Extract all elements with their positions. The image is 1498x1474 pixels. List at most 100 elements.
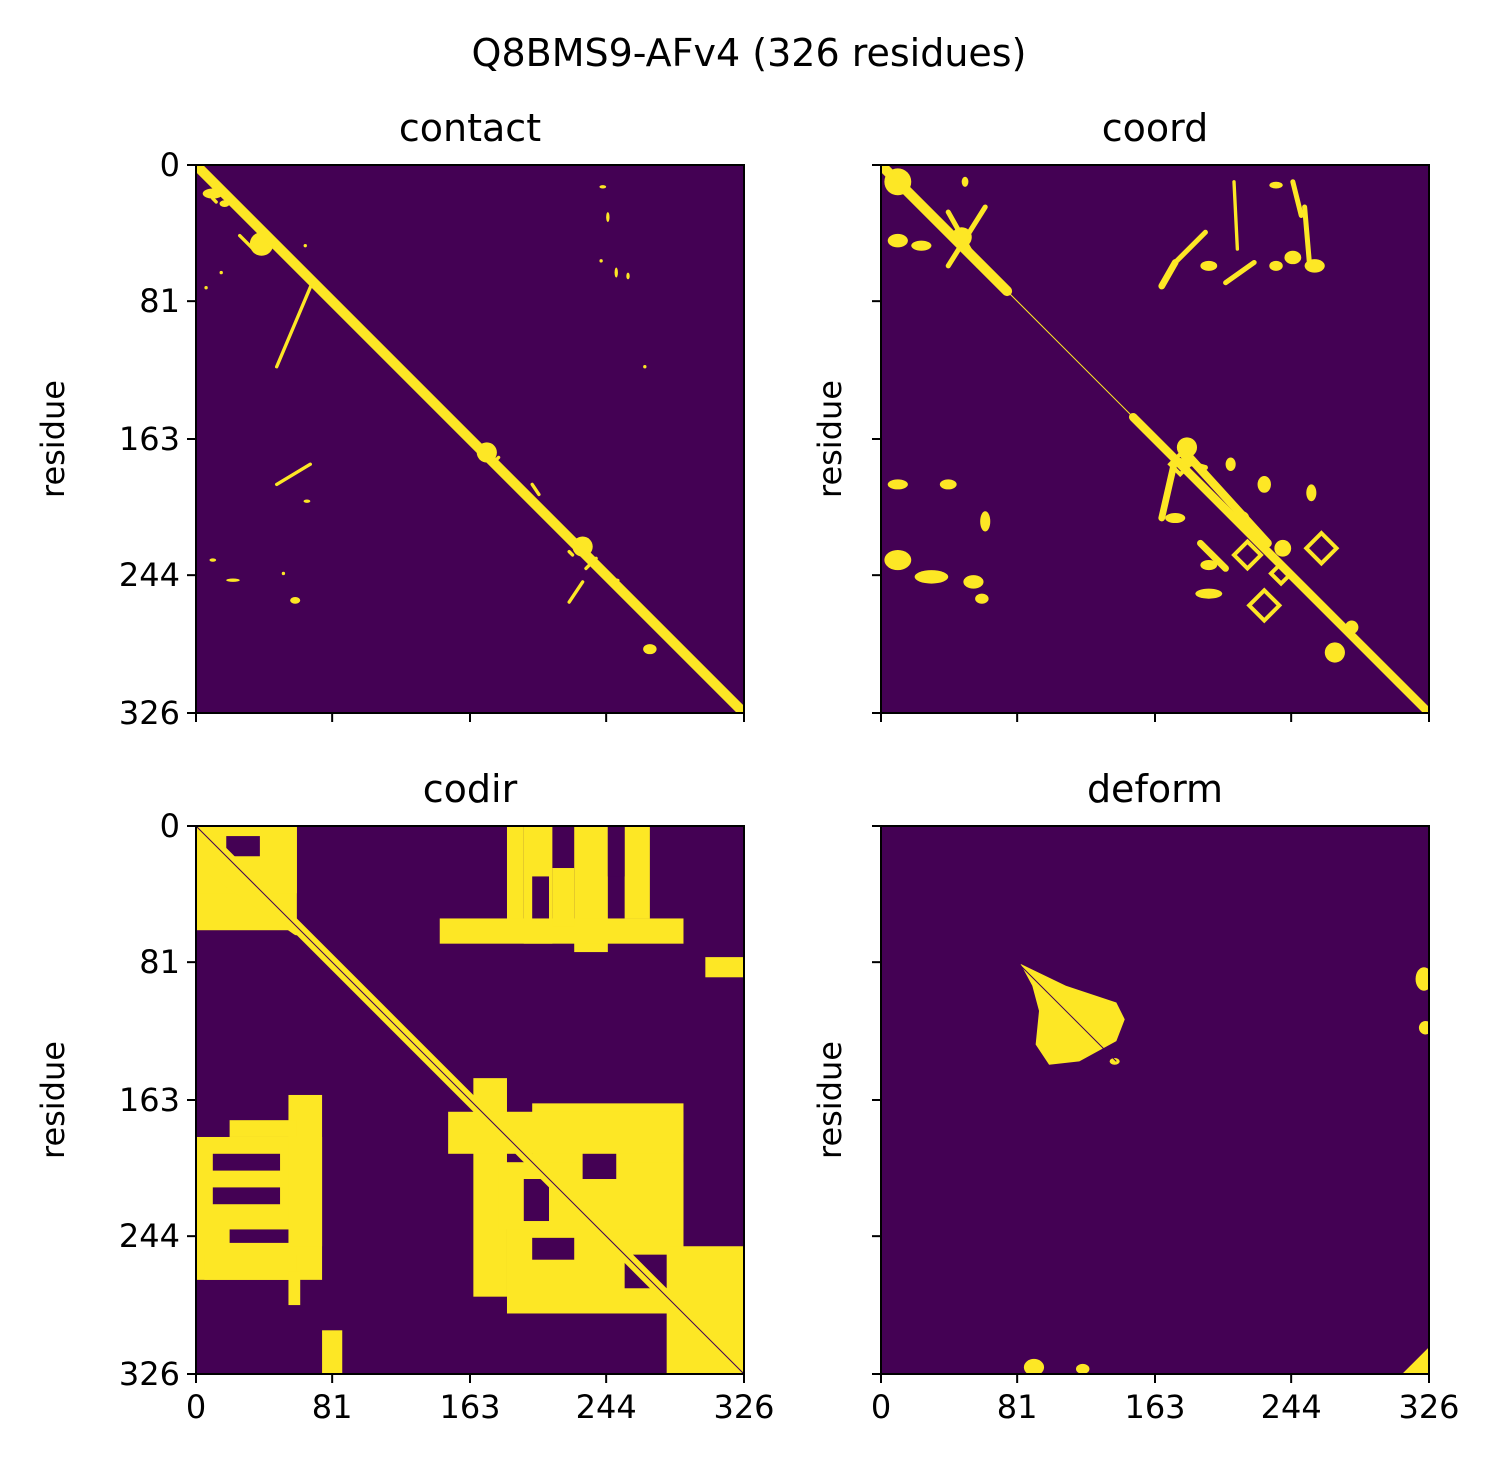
coord-cluster-17: [1176, 437, 1198, 458]
coord-cluster-21: [1165, 512, 1186, 524]
codir-ytick-label-0: 0: [160, 807, 180, 845]
coord-contact-band-12: [1179, 446, 1272, 548]
coord-cluster-27: [1344, 620, 1359, 634]
coord-cluster-1: [951, 227, 972, 248]
contact-ytick-label-2: 163: [119, 420, 180, 458]
codir-ytick-label-3: 244: [119, 1217, 180, 1255]
coord-cluster-23: [1200, 560, 1218, 571]
codir-gap-2: [212, 1187, 281, 1205]
codir-region-4: [624, 826, 650, 919]
contact-ytick-label-1: 81: [139, 282, 180, 320]
coord-cluster-5: [1200, 260, 1218, 271]
deform-cluster-1: [1415, 967, 1429, 991]
contact-cluster-5: [219, 270, 223, 275]
coord-cluster-9: [1269, 181, 1283, 189]
coord-contact-band-8: [1290, 179, 1304, 218]
deform-corner-patch: [1402, 1347, 1429, 1374]
coord-contact-band-4: [1158, 259, 1179, 290]
coord-cluster-18: [1225, 457, 1236, 471]
codir-ytick-label-2: 163: [119, 1081, 180, 1119]
codir-title: codir: [423, 767, 518, 811]
coord-contact-band-6: [1223, 259, 1257, 286]
contact-cluster-10: [614, 267, 618, 278]
coord-heatmap-cells: [881, 165, 1429, 713]
codir-region-12: [204, 1254, 297, 1280]
coord-ring-4: [1268, 560, 1294, 587]
codir-ytick-label-4: 326: [119, 1355, 180, 1393]
codir-region-20: [322, 1330, 343, 1374]
coord-cluster-7: [1304, 259, 1325, 273]
coord-contact-band-13: [1197, 539, 1229, 572]
coord-cluster-19: [1257, 475, 1271, 493]
codir-region-7: [552, 868, 575, 927]
panel-deform: deform 0 81 163 244 326 residue: [811, 767, 1460, 1426]
codir-ytick-label-1: 81: [139, 943, 180, 981]
contact-contact-band-7: [530, 482, 541, 497]
coord-ring-1: [1231, 538, 1264, 572]
contact-cluster-19: [281, 571, 286, 576]
contact-contact-band-0: [275, 277, 316, 369]
codir-xtick-label-3: 244: [576, 1388, 637, 1426]
contact-cluster-8: [599, 185, 607, 189]
coord-cluster-3: [911, 240, 932, 251]
contact-cluster-20: [643, 644, 657, 655]
codir-heatmap-cells: [196, 826, 744, 1374]
codir-gap-4: [523, 1179, 550, 1222]
codir-gap-6: [532, 1237, 575, 1260]
codir-gap-8: [607, 826, 625, 877]
codir-xtick-label-4: 326: [713, 1388, 774, 1426]
codir-xtick-label-1: 81: [312, 1388, 353, 1426]
coord-ring-0: [1167, 451, 1194, 478]
panel-codir: codir 0 0 81 81 163 163 244 244 326 326 residue: [34, 767, 775, 1426]
contact-cluster-12: [626, 272, 630, 280]
contact-cluster-18: [290, 597, 301, 604]
coord-cluster-25: [1274, 539, 1292, 557]
codir-gap-3: [229, 1229, 289, 1243]
coord-diagonal: [881, 165, 1429, 713]
codir-gap-5: [582, 1153, 617, 1180]
codir-gap-1: [212, 1153, 281, 1171]
coord-cluster-22: [1235, 511, 1250, 525]
coord-ring-3: [1246, 587, 1283, 624]
coord-cluster-20: [1306, 484, 1317, 502]
codir-region-11: [229, 1120, 297, 1137]
contact-cluster-13: [643, 365, 647, 369]
panel-coord: coord residue: [811, 106, 1430, 722]
coord-cluster-26: [1324, 642, 1345, 663]
coord-contact-band-5: [1172, 229, 1208, 266]
codir-region-13: [288, 1271, 301, 1306]
codir-contact-band-1: [196, 854, 302, 936]
panels: contact081163244326residuecoordresidueco…: [34, 106, 1460, 1426]
contact-cluster-16: [209, 558, 217, 562]
coord-cluster-2: [887, 233, 908, 248]
deform-xtick-label-1: 81: [997, 1388, 1038, 1426]
coord-cluster-8: [1269, 260, 1283, 271]
codir-gap-0: [226, 836, 260, 857]
coord-cluster-16: [980, 511, 991, 532]
coord-cluster-10: [887, 479, 908, 490]
contact-cluster-7: [303, 244, 307, 248]
deform-cluster-0: [1109, 1057, 1120, 1065]
deform-xtick-label-0: 0: [871, 1388, 891, 1426]
deform-heatmap-cells: [1018, 963, 1429, 1374]
coord-cluster-12: [884, 549, 912, 571]
coord-contact-band-7: [1232, 180, 1240, 251]
coord-title: coord: [1102, 106, 1208, 150]
contact-title: contact: [399, 106, 541, 150]
contact-ytick-label-3: 244: [119, 556, 180, 594]
codir-gap-9: [532, 876, 550, 919]
coord-contact-band-9: [1302, 204, 1313, 269]
coord-cluster-4: [961, 176, 969, 187]
deform-xtick-label-2: 163: [1124, 1388, 1185, 1426]
deform-xtick-label-4: 326: [1398, 1388, 1459, 1426]
codir-region-8: [705, 957, 744, 978]
coord-cluster-14: [963, 575, 984, 589]
deform-cluster-4: [1075, 1363, 1090, 1374]
contact-cluster-6: [204, 286, 208, 290]
contact-contact-band-3: [567, 549, 575, 557]
contact-cluster-14: [303, 499, 311, 503]
coord-ring-2: [1303, 530, 1340, 567]
coord-cluster-6: [1284, 250, 1302, 265]
codir-ylabel: residue: [34, 1041, 72, 1159]
